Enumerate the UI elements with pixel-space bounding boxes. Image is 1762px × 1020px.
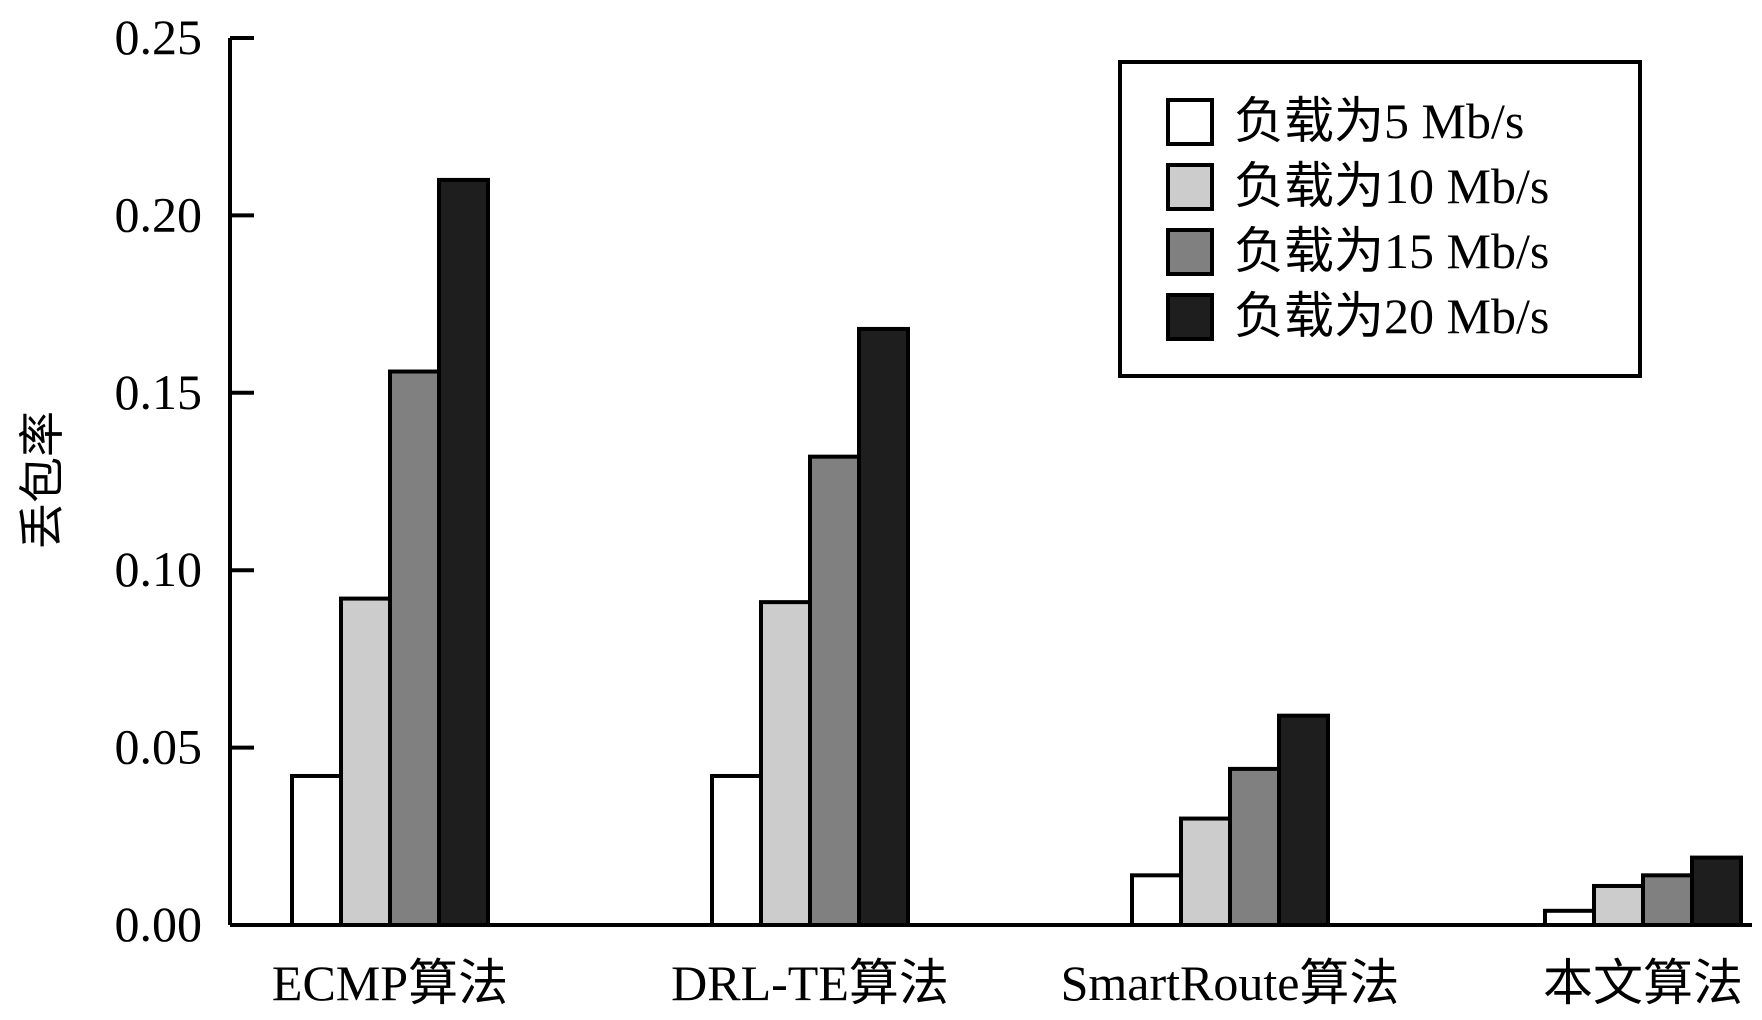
bar-3-series-4 (1277, 713, 1330, 928)
category-label: ECMP算法 (272, 955, 508, 1011)
legend-swatch (1166, 293, 1214, 341)
legend-swatch (1166, 228, 1214, 276)
category-labels: ECMP算法 DRL-TE算法 SmartRoute算法 本文算法 (272, 955, 1743, 1011)
y-tick-label: 0.25 (115, 9, 203, 65)
bar-2-series-3 (808, 454, 861, 927)
legend-swatch (1166, 163, 1214, 211)
legend-label: 负载为10 Mb/s (1234, 158, 1549, 214)
legend-label: 负载为5 Mb/s (1234, 93, 1524, 149)
bar-4-series-3 (1641, 873, 1694, 928)
legend: 负载为5 Mb/s 负载为10 Mb/s 负载为15 Mb/s 负载为20 Mb/s (1118, 60, 1642, 378)
bar-2-series-4 (857, 326, 910, 928)
legend-swatch (1166, 98, 1214, 146)
bar-1-series-3 (388, 369, 441, 927)
bar-1-series-4 (437, 177, 490, 928)
bar-3-series-2 (1179, 816, 1232, 927)
bar-1-series-2 (339, 596, 392, 927)
bar-4-series-1 (1543, 908, 1596, 927)
y-axis-title: 丢包率 (17, 411, 68, 549)
bar-3-series-3 (1228, 766, 1281, 927)
category-label: 本文算法 (1543, 955, 1743, 1011)
category-label: SmartRoute算法 (1061, 955, 1400, 1011)
bar-1-series-1 (290, 773, 343, 928)
bar-2-series-1 (710, 773, 763, 928)
y-ticks: 0.00 0.05 0.10 0.15 0.20 0.25 (115, 9, 254, 952)
legend-label: 负载为15 Mb/s (1234, 223, 1549, 279)
y-tick-label: 0.15 (115, 364, 203, 420)
bar-4-series-4 (1690, 855, 1743, 928)
bar-2-series-2 (759, 600, 812, 928)
y-tick-label: 0.10 (115, 541, 203, 597)
y-tick-label: 0.20 (115, 186, 203, 242)
bar-3-series-1 (1130, 873, 1183, 928)
bars (290, 177, 1743, 928)
legend-label: 负载为20 Mb/s (1234, 288, 1549, 344)
y-tick-label: 0.05 (115, 719, 203, 775)
bar-4-series-2 (1592, 883, 1645, 927)
category-label: DRL-TE算法 (671, 955, 949, 1011)
y-tick-label: 0.00 (115, 896, 203, 952)
